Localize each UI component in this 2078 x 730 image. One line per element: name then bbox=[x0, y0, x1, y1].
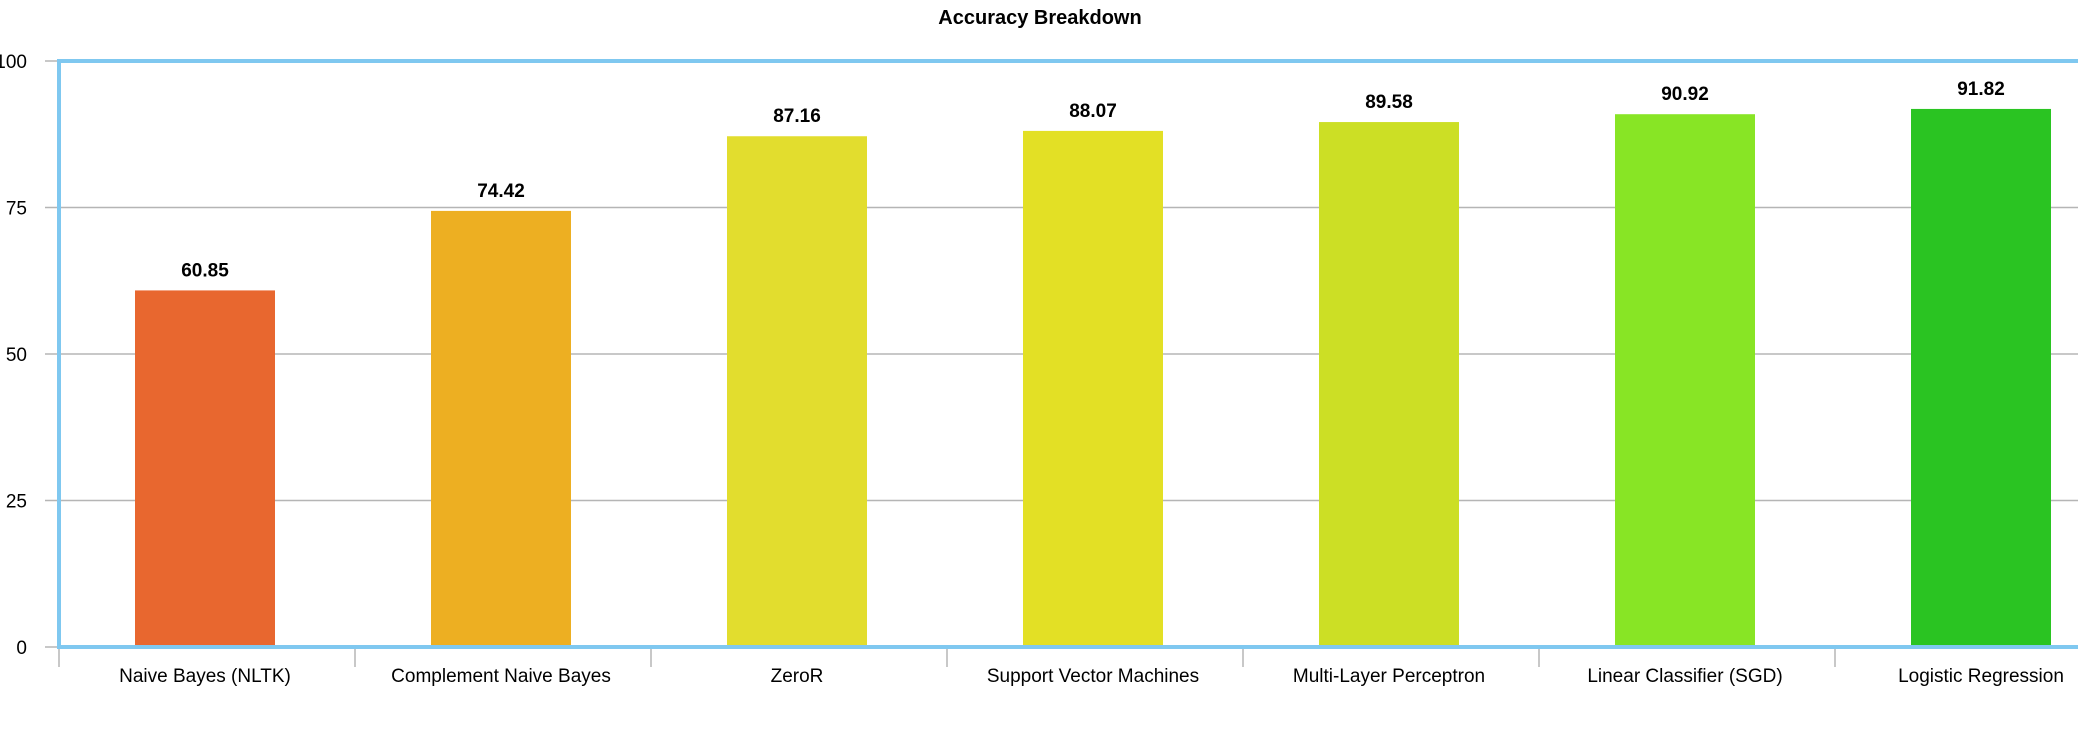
data-labels: 60.85 74.42 87.16 88.07 89.58 90.92 91.82 bbox=[181, 79, 2005, 281]
bar bbox=[431, 210, 571, 647]
y-tick-label: 25 bbox=[6, 492, 27, 513]
data-label: 90.92 bbox=[1661, 84, 1709, 105]
bar bbox=[135, 290, 275, 647]
data-label: 60.85 bbox=[181, 260, 229, 281]
bar bbox=[727, 136, 867, 647]
x-tick-label: Logistic Regression bbox=[1898, 666, 2064, 687]
data-label: 91.82 bbox=[1957, 79, 2005, 100]
data-label: 87.16 bbox=[773, 106, 821, 127]
data-label: 89.58 bbox=[1365, 92, 1413, 113]
chart-title: Accuracy Breakdown bbox=[938, 7, 1141, 29]
bar bbox=[1911, 108, 2051, 647]
x-tick-label: Support Vector Machines bbox=[987, 666, 1199, 687]
x-tick-label: Naive Bayes (NLTK) bbox=[119, 666, 291, 687]
y-tick-label: 75 bbox=[6, 199, 27, 220]
y-tick-label: 100 bbox=[0, 52, 27, 73]
x-tick-label: Multi-Layer Perceptron bbox=[1293, 666, 1485, 687]
y-tick-label: 50 bbox=[6, 345, 27, 366]
x-tick-label: Complement Naive Bayes bbox=[391, 666, 611, 687]
y-tick-labels: 0 25 50 75 100 bbox=[0, 52, 27, 659]
x-tick-label: Linear Classifier (SGD) bbox=[1587, 666, 1782, 687]
x-tick-labels: Naive Bayes (NLTK) Complement Naive Bayes… bbox=[119, 666, 2064, 687]
x-tick-label: ZeroR bbox=[771, 666, 824, 687]
y-tick-label: 0 bbox=[16, 638, 27, 659]
axes bbox=[57, 59, 2078, 667]
bars bbox=[135, 108, 2051, 648]
bar bbox=[1023, 130, 1163, 648]
data-label: 74.42 bbox=[477, 181, 525, 202]
bar bbox=[1615, 114, 1755, 647]
data-label: 88.07 bbox=[1069, 101, 1117, 122]
bar bbox=[1319, 122, 1459, 647]
